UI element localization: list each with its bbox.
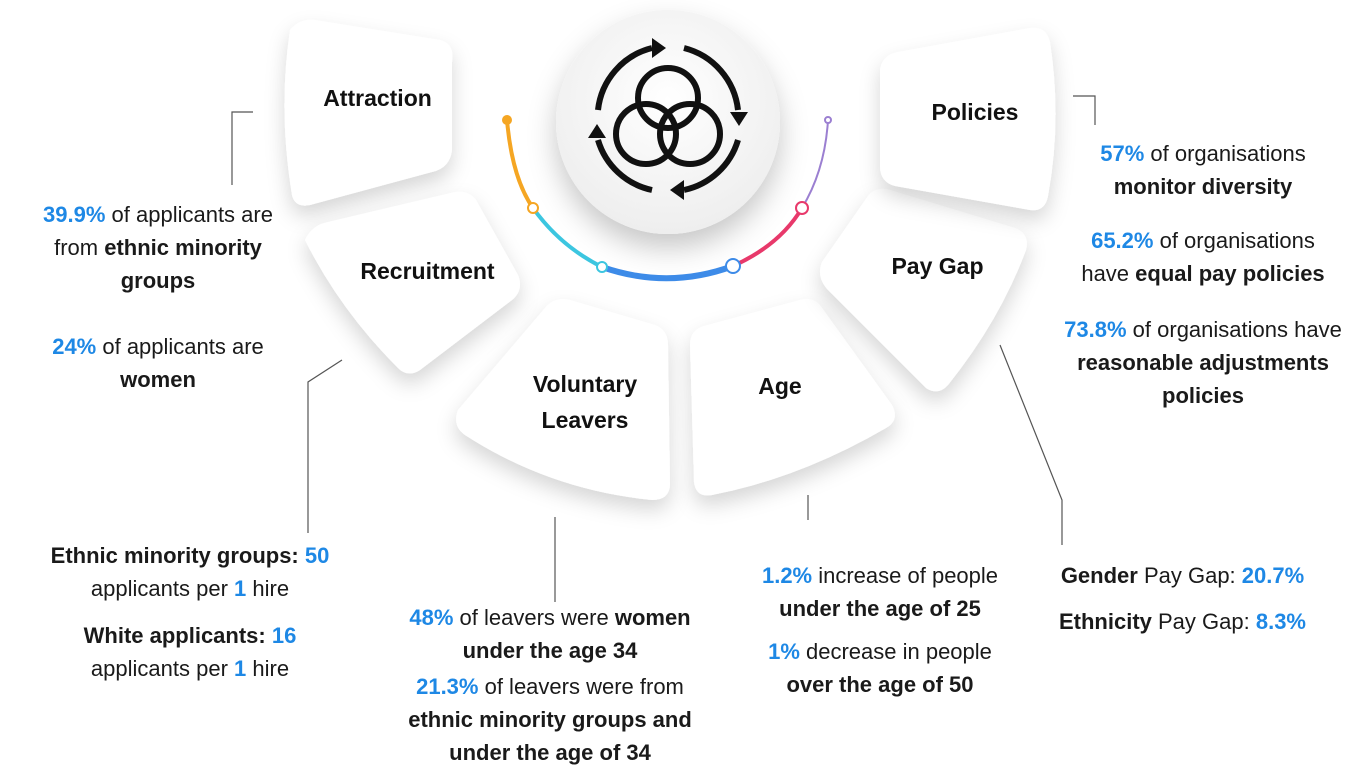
stat-value: 57% bbox=[1100, 141, 1145, 166]
stat-value: 50 bbox=[304, 543, 330, 568]
leavers-stat-women: 48% of leavers were women under the age … bbox=[409, 605, 691, 663]
segment-label-age: Age bbox=[758, 373, 802, 399]
stat-value: 39.9% bbox=[43, 202, 106, 227]
age-stat-under-25: 1.2% increase of people under the age of… bbox=[761, 563, 999, 621]
paygap-stats: Gender Pay Gap: 20.7% Ethnicity Pay Gap:… bbox=[1040, 559, 1325, 638]
stat-value: 48% bbox=[409, 605, 454, 630]
stat-value: 65.2% bbox=[1091, 228, 1154, 253]
attraction-stat-ethnic: 39.9% of applicants are from ethnic mino… bbox=[43, 202, 273, 293]
policies-stat-adjustments: 73.8% of organisations have reasonable a… bbox=[1064, 317, 1342, 408]
segment-label-pay-gap: Pay Gap bbox=[891, 253, 984, 279]
stat-value: 20.7% bbox=[1241, 563, 1305, 588]
segment-age-panel bbox=[690, 299, 895, 496]
policies-stat-monitor: 57% of organisations monitor diversity bbox=[1100, 141, 1306, 199]
attraction-stat-women: 24% of applicants are women bbox=[52, 334, 264, 392]
policies-stat-equal-pay: 65.2% of organisations have equal pay po… bbox=[1081, 228, 1325, 286]
paygap-stat-gender: Gender Pay Gap: 20.7% bbox=[1060, 563, 1305, 588]
attraction-stats: 39.9% of applicants are from ethnic mino… bbox=[0, 198, 316, 396]
overlapping-circles-cycle-icon bbox=[595, 45, 741, 193]
leavers-stat-ethnic: 21.3% of leavers were from ethnic minori… bbox=[408, 674, 692, 765]
segment-label-policies: Policies bbox=[931, 99, 1019, 125]
segment-policies-panel bbox=[880, 27, 1056, 211]
stat-value: 73.8% bbox=[1064, 317, 1127, 342]
stat-value: 1% bbox=[768, 639, 800, 664]
connector-lines bbox=[231, 95, 1096, 602]
segment-label-leavers: Leavers bbox=[541, 407, 629, 433]
recruitment-stat-ethnic: Ethnic minority groups: 50 applicants pe… bbox=[50, 543, 330, 601]
paygap-stat-ethnicity: Ethnicity Pay Gap: 8.3% bbox=[1058, 609, 1306, 634]
age-stat-over-50: 1% decrease in people over the age of 50 bbox=[768, 639, 992, 697]
policies-stats: 57% of organisations monitor diversity 6… bbox=[1040, 137, 1366, 412]
stat-value: 16 bbox=[271, 623, 297, 648]
segment-recruitment-panel bbox=[305, 191, 520, 374]
center-circle bbox=[556, 10, 780, 234]
stat-value: 21.3% bbox=[416, 674, 479, 699]
recruitment-stat-white: White applicants: 16 applicants per 1 hi… bbox=[83, 623, 297, 681]
stat-value: 1.2% bbox=[761, 563, 813, 588]
segment-attraction-panel bbox=[284, 19, 453, 206]
recruitment-stats: Ethnic minority groups: 50 applicants pe… bbox=[30, 539, 350, 685]
segment-label-attraction: Attraction bbox=[323, 85, 432, 111]
stat-value: 24% bbox=[52, 334, 97, 359]
segment-label-voluntary-leavers: Voluntary Leavers bbox=[510, 366, 660, 438]
age-stats: 1.2% increase of people under the age of… bbox=[730, 559, 1030, 701]
segment-label-recruitment: Recruitment bbox=[360, 258, 495, 284]
progress-arc bbox=[505, 118, 829, 282]
leavers-stats: 48% of leavers were women under the age … bbox=[380, 601, 720, 769]
segment-pay-gap-panel bbox=[820, 188, 1027, 392]
arc-nodes bbox=[502, 115, 832, 274]
cycle-arrowheads bbox=[588, 38, 748, 200]
segment-label-voluntary: Voluntary bbox=[532, 371, 638, 397]
stat-value: 8.3% bbox=[1255, 609, 1306, 634]
segment-voluntary-leavers-panel bbox=[456, 299, 670, 500]
